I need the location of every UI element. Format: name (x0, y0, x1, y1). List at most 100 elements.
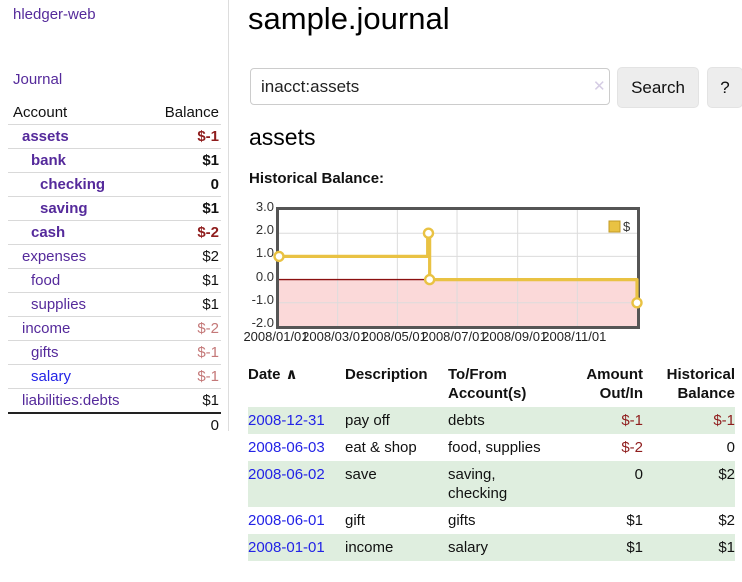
page-title: sample.journal (248, 1, 450, 36)
account-balance: $-1 (197, 367, 219, 385)
register-table: Date ∧ Description To/From Account(s) Amo… (248, 361, 735, 561)
account-balance: $-1 (197, 343, 219, 361)
accounts-total-spacer (8, 413, 150, 437)
register-description: pay off (345, 412, 390, 429)
account-row: expenses $2 (8, 244, 221, 269)
sidebar-account-link[interactable]: saving (40, 199, 88, 217)
account-balance: $1 (202, 199, 219, 217)
register-amount: $1 (626, 539, 643, 556)
account-balance: $1 (202, 391, 219, 409)
register-accounts: saving, checking (448, 466, 508, 502)
legend-label: $ (623, 219, 631, 234)
register-table-body: 2008-12-31 pay off debts $-1 $-1 2008-06-03 ea… (248, 407, 735, 561)
account-balance: $1 (202, 151, 219, 169)
register-date-link[interactable]: 2008-12-31 (248, 412, 325, 429)
register-amount: $1 (626, 512, 643, 529)
register-row: 2008-01-01 income salary $1 $1 (248, 534, 735, 561)
y-tick-label: 1.0 (255, 245, 274, 261)
register-header-row: Date ∧ Description To/From Account(s) Amo… (248, 361, 735, 407)
accounts-table-header-row: Account Balance (8, 101, 221, 125)
account-balance: $1 (202, 271, 219, 289)
account-row: gifts $-1 (8, 340, 221, 365)
sidebar-account-link[interactable]: bank (31, 151, 67, 169)
main-content: sample.journal ✕ Search ? assets Histori… (243, 0, 742, 582)
register-date-link[interactable]: 2008-06-02 (248, 466, 325, 483)
sidebar-account-link[interactable]: assets (22, 127, 69, 145)
register-date-link[interactable]: 2008-01-01 (248, 539, 325, 556)
account-balance: $1 (202, 295, 219, 313)
sort-asc-icon: ∧ (285, 366, 298, 383)
register-accounts: debts (448, 412, 485, 429)
search-button[interactable]: Search (617, 67, 699, 108)
account-row: bank $1 (8, 148, 221, 173)
register-accounts: gifts (448, 512, 476, 529)
sidebar-account-link[interactable]: cash (31, 223, 66, 241)
help-button[interactable]: ? (707, 67, 742, 108)
sidebar-account-link[interactable]: income (22, 319, 71, 337)
x-tick-label: 2008/01/01 (243, 329, 309, 344)
register-description: income (345, 539, 394, 556)
x-tick-label: 2008/03/01 (302, 329, 368, 344)
col-header-balance: Historical Balance (666, 366, 735, 402)
legend-swatch (608, 220, 621, 233)
register-description: save (345, 466, 377, 483)
register-balance: $2 (718, 466, 735, 483)
sidebar-account-link[interactable]: gifts (31, 343, 59, 361)
historical-balance-chart: 3.0 2.0 1.0 0.0 -1.0 -2.0 $ 2008/01/01 2008/03… (243, 199, 698, 346)
register-description: eat & shop (345, 439, 417, 456)
account-row: liabilities:debts $1 (8, 388, 221, 414)
chart-title: Historical Balance: (249, 170, 385, 187)
accounts-table: Account Balance assets $-1 bank $1 checking 0… (8, 101, 221, 437)
sidebar-account-link[interactable]: liabilities:debts (22, 391, 120, 409)
y-tick-label: 3.0 (255, 199, 274, 214)
col-header-date[interactable]: Date ∧ (248, 361, 345, 407)
x-tick-label: 2008/11/01 (542, 329, 607, 344)
account-balance: $2 (202, 247, 219, 265)
register-date-link[interactable]: 2008-06-03 (248, 439, 325, 456)
clear-search-icon[interactable]: ✕ (593, 78, 606, 95)
sidebar: hledger-web Journal Account Balance asse… (0, 0, 229, 434)
sidebar-account-link[interactable]: checking (40, 175, 106, 193)
data-point-marker (423, 273, 436, 286)
register-row: 2008-06-01 gift gifts $1 $2 (248, 507, 735, 534)
search-input[interactable] (250, 68, 610, 105)
account-row: salary $-1 (8, 364, 221, 389)
sidebar-account-link[interactable]: food (31, 271, 61, 289)
balance-chart-svg: $ (273, 207, 643, 329)
y-tick-label: 2.0 (255, 222, 274, 238)
accounts-header-account: Account (13, 103, 68, 121)
register-accounts: food, supplies (448, 439, 541, 456)
col-header-amount: Amount Out/In (586, 366, 643, 402)
data-point-marker (273, 250, 285, 263)
col-header-description: Description (345, 366, 428, 383)
y-tick-label: -1.0 (251, 291, 274, 307)
sidebar-item-journal[interactable]: Journal (13, 71, 63, 88)
register-date-link[interactable]: 2008-06-01 (248, 512, 325, 529)
account-row: supplies $1 (8, 292, 221, 317)
sidebar-account-link[interactable]: supplies (31, 295, 87, 313)
account-row: food $1 (8, 268, 221, 293)
y-tick-label: -2.0 (251, 315, 274, 330)
register-accounts: salary (448, 539, 489, 556)
register-amount: 0 (634, 466, 643, 483)
data-point-marker (422, 227, 435, 239)
account-balance: 0 (210, 175, 219, 193)
accounts-total-row: 0 (8, 413, 221, 437)
account-row: checking 0 (8, 172, 221, 197)
account-balance: $-2 (197, 223, 219, 241)
register-amount: $-1 (621, 412, 643, 429)
register-row: 2008-06-03 eat & shop food, supplies $-2 0 (248, 434, 735, 461)
register-description: gift (345, 512, 366, 529)
account-row: saving $1 (8, 196, 221, 221)
account-balance: $-1 (197, 127, 219, 145)
col-header-tofrom: To/From Account(s) (448, 366, 527, 402)
accounts-header-balance: Balance (164, 103, 219, 121)
sidebar-account-link[interactable]: expenses (22, 247, 87, 265)
account-balance: $-2 (197, 319, 219, 337)
date-header-label: Date (248, 366, 281, 383)
app-title-link[interactable]: hledger-web (13, 6, 96, 23)
sidebar-account-link[interactable]: salary (31, 367, 72, 385)
register-balance: $2 (718, 512, 735, 529)
x-tick-label: 2008/05/01 (361, 329, 427, 344)
x-tick-label: 2008/09/01 (482, 329, 548, 344)
